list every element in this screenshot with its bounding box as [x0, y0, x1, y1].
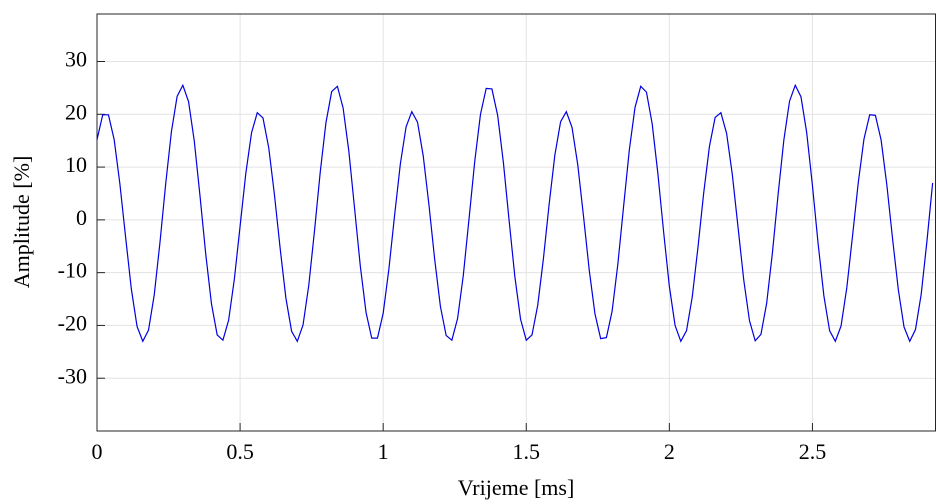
- y-tick-label: -10: [58, 258, 87, 283]
- y-tick-label: 30: [65, 47, 87, 72]
- data-line: [96, 83, 934, 343]
- x-tick-label: 2.5: [799, 439, 827, 464]
- x-tick-label: 1.5: [513, 439, 541, 464]
- y-tick-label: 10: [65, 152, 87, 177]
- x-axis-label: Vrijeme [ms]: [458, 475, 575, 500]
- y-tick-label: 0: [76, 205, 87, 230]
- plot-frame: [96, 13, 936, 432]
- x-tick-label: 0.5: [226, 439, 254, 464]
- x-tick-label: 2: [664, 439, 675, 464]
- y-tick-label: -20: [58, 310, 87, 335]
- x-tick-label: 1: [378, 439, 389, 464]
- x-tick-label: 0: [92, 439, 103, 464]
- y-tick-label: -30: [58, 363, 87, 388]
- y-tick-label: 20: [65, 99, 87, 124]
- y-axis-label: Amplitude [%]: [9, 156, 34, 289]
